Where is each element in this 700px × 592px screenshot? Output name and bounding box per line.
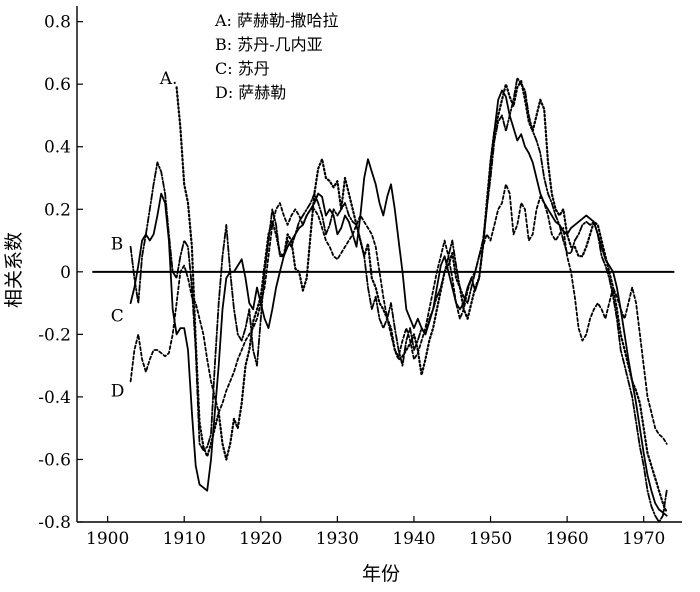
series-layer (129, 77, 668, 523)
series-line-d (129, 183, 668, 445)
legend-entry-c: C: 苏丹 (215, 59, 270, 78)
x-tick-label: 1910 (163, 529, 206, 549)
x-axis-label: 年份 (362, 563, 400, 585)
x-tick-label: 1920 (239, 529, 282, 549)
y-ticks: 0.8 0.6 0.4 0.2 0 -0.2 -0.4 -0.6 -0.8 (38, 13, 83, 533)
legend: A: 萨赫勒-撒哈拉 B: 苏丹-几内亚 C: 苏丹 D: 萨赫勒 (214, 11, 338, 102)
y-tick-label: 0.6 (44, 75, 71, 95)
y-tick-label: 0.2 (44, 200, 71, 220)
x-tick-label: 1940 (392, 529, 435, 549)
x-tick-label: 1960 (545, 529, 588, 549)
series-line-labels: A. B C D (111, 69, 178, 402)
series-line-b (129, 77, 668, 523)
series-label-b: B (111, 235, 124, 255)
x-tick-label: 1970 (622, 529, 665, 549)
y-axis-label: 相关系数 (3, 232, 25, 308)
series-label-d: D (111, 382, 125, 402)
series-label-a: A. (159, 69, 178, 89)
y-tick-label: -0.6 (38, 450, 71, 470)
x-ticks: 1900 1910 1920 1930 1940 1950 1960 1970 (86, 516, 665, 549)
series-line-c (129, 89, 668, 517)
y-tick-label: 0.4 (44, 138, 71, 158)
series-label-c: C (111, 307, 124, 327)
plot-area: 1900 1910 1920 1930 1940 1950 1960 1970 0.80.60… (38, 6, 682, 549)
y-tick-label: -0.4 (38, 388, 71, 408)
legend-entry-b: B: 苏丹-几内亚 (215, 35, 323, 54)
y-tick-label: 0 (60, 263, 71, 283)
x-tick-label: 1900 (86, 529, 129, 549)
y-tick-label: 0.8 (44, 13, 71, 33)
legend-entry-d: D: 萨赫勒 (215, 83, 286, 102)
legend-entry-a: A: 萨赫勒-撒哈拉 (214, 11, 338, 30)
y-tick-label: -0.8 (38, 513, 71, 533)
series-line-a (175, 80, 668, 514)
y-tick-label: -0.2 (38, 325, 71, 345)
x-tick-label: 1950 (469, 529, 512, 549)
x-tick-label: 1930 (316, 529, 359, 549)
